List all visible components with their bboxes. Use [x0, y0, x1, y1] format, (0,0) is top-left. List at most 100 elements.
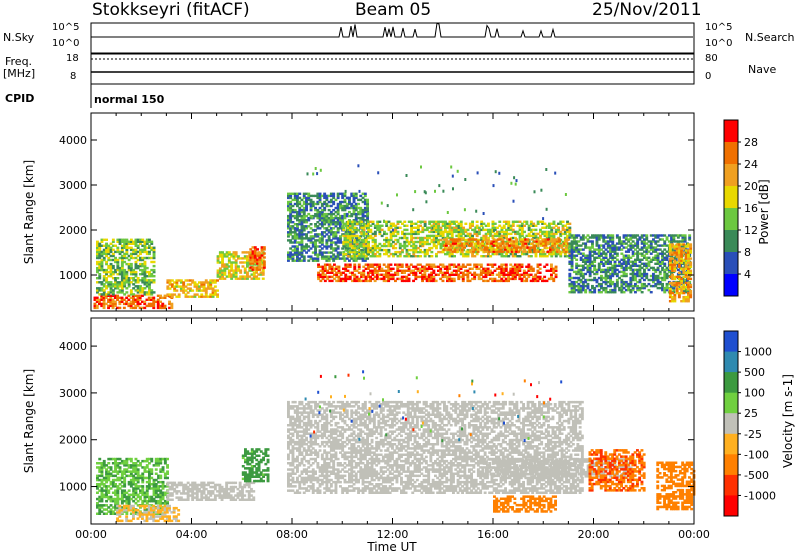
data-cell [425, 242, 429, 246]
data-cell [566, 234, 569, 238]
data-cell [246, 261, 249, 264]
data-cell [353, 252, 357, 256]
data-cell [432, 224, 436, 227]
data-cell [323, 269, 327, 272]
data-cell [323, 245, 327, 248]
data-cell [497, 246, 500, 249]
data-cell [689, 269, 693, 272]
data-cell [127, 285, 131, 288]
data-cell [663, 268, 667, 272]
data-cell [396, 255, 400, 258]
data-cell [296, 210, 299, 214]
data-cell [484, 279, 488, 283]
data-cell [385, 222, 389, 225]
data-cell [221, 259, 224, 262]
data-cell [529, 269, 533, 272]
data-cell [515, 242, 518, 245]
data-cell [643, 234, 646, 237]
data-cell [456, 250, 460, 253]
data-cell [468, 222, 472, 225]
data-cell [521, 242, 525, 245]
data-cell [118, 296, 122, 299]
data-cell [561, 224, 565, 227]
data-cell [554, 273, 558, 276]
data-cell [684, 295, 688, 299]
data-cell [470, 267, 474, 270]
ytick-label: 1000 [59, 269, 87, 282]
data-cell [354, 259, 358, 262]
data-cell [588, 266, 592, 270]
data-cell [680, 261, 684, 264]
data-cell [225, 253, 229, 256]
data-cell [597, 256, 601, 259]
data-cell [477, 277, 481, 281]
data-cell [604, 256, 608, 259]
data-cell [329, 223, 333, 226]
data-cell [420, 165, 422, 169]
data-cell [225, 267, 229, 270]
data-cell [550, 263, 553, 266]
data-cell [581, 274, 585, 278]
data-cell [175, 279, 179, 282]
data-cell [423, 273, 427, 276]
data-cell [595, 234, 599, 237]
data-cell [296, 223, 299, 226]
data-cell [355, 246, 359, 250]
data-cell [487, 230, 490, 234]
data-cell [622, 260, 626, 263]
data-cell [419, 224, 422, 227]
data-cell [665, 258, 669, 261]
data-cell [336, 204, 340, 208]
data-cell [480, 220, 484, 223]
data-cell [248, 269, 252, 272]
data-cell [682, 297, 686, 301]
data-cell [455, 271, 458, 274]
data-cell [611, 280, 615, 284]
data-cell [410, 234, 413, 238]
data-cell [591, 250, 594, 253]
data-cell [317, 265, 320, 268]
data-cell [676, 234, 680, 237]
data-cell [609, 280, 612, 284]
data-cell [568, 268, 572, 272]
data-cell [668, 263, 672, 266]
data-cell [123, 244, 127, 247]
data-cell [357, 279, 361, 283]
data-cell [581, 236, 585, 239]
data-cell [529, 265, 533, 268]
data-cell [627, 240, 631, 243]
data-cell [535, 240, 539, 243]
data-cell [459, 220, 463, 223]
data-cell [682, 285, 686, 289]
data-cell [476, 244, 480, 247]
data-cell [361, 212, 365, 216]
data-cell [627, 238, 631, 241]
data-cell [371, 271, 375, 274]
data-cell [545, 279, 549, 283]
data-cell [120, 279, 124, 282]
data-cell [111, 238, 115, 241]
data-cell [98, 287, 102, 290]
data-cell [584, 244, 588, 247]
data-cell [416, 269, 420, 272]
data-cell [496, 226, 499, 229]
data-cell [464, 273, 467, 276]
data-cell [362, 222, 366, 225]
data-cell [434, 189, 436, 193]
data-cell [647, 278, 651, 282]
data-cell [302, 192, 306, 195]
data-cell [289, 210, 293, 214]
data-cell [643, 254, 646, 257]
data-cell [609, 256, 612, 259]
data-cell [484, 271, 488, 274]
data-cell [227, 265, 231, 268]
data-cell [449, 244, 453, 247]
data-cell [102, 296, 106, 299]
data-cell [109, 300, 113, 303]
data-cell [382, 273, 386, 276]
data-cell [507, 275, 510, 279]
data-cell [134, 285, 138, 288]
data-cell [287, 259, 290, 262]
data-cell [123, 238, 127, 241]
data-cell [461, 265, 465, 268]
